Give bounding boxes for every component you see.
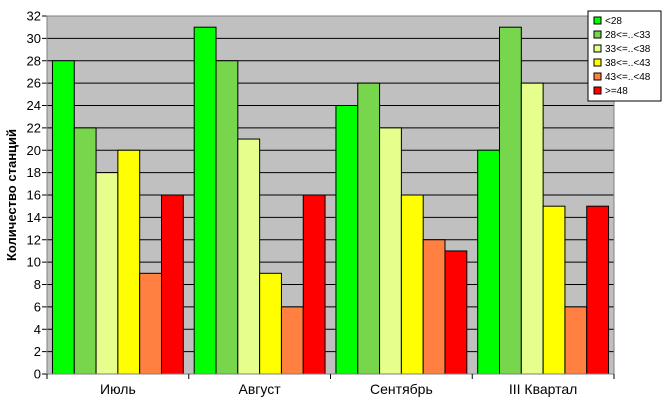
legend-swatch <box>593 30 602 39</box>
y-tick-label: 20 <box>27 143 41 158</box>
y-axis-label: Количество станций <box>4 129 19 261</box>
x-tick-label: Июль <box>100 381 136 397</box>
y-tick-label: 12 <box>27 232 41 247</box>
axes <box>42 15 615 379</box>
bars <box>51 26 610 375</box>
x-tick-labels: Июль Август Сентябрь III Квартал <box>100 381 577 397</box>
y-tick-label: 10 <box>27 255 41 270</box>
y-tick-label: 16 <box>27 188 41 203</box>
legend-label: 28<=..<33 <box>605 30 651 41</box>
legend-swatch <box>593 86 602 95</box>
bar <box>586 205 610 375</box>
bar <box>215 60 239 375</box>
x-tick-label: Сентябрь <box>370 381 433 397</box>
bar <box>73 127 97 375</box>
bar <box>335 105 359 375</box>
legend-swatch <box>593 72 602 81</box>
legend-box <box>587 10 662 102</box>
y-tick-label: 24 <box>27 98 41 113</box>
y-tick-label: 26 <box>27 76 41 91</box>
y-tick-label: 6 <box>34 299 41 314</box>
legend-swatch <box>593 16 602 25</box>
bar <box>193 26 217 375</box>
bar <box>520 82 544 375</box>
y-tick-label: 32 <box>27 9 41 24</box>
bar <box>237 138 261 375</box>
y-tick-label: 2 <box>34 344 41 359</box>
y-tick-label: 22 <box>27 120 41 135</box>
y-tick-label: 8 <box>34 277 41 292</box>
bar <box>564 306 588 375</box>
y-tick-label: 30 <box>27 31 41 46</box>
legend-swatch <box>593 44 602 53</box>
y-tick-label: 28 <box>27 53 41 68</box>
bar <box>542 205 566 375</box>
bar <box>422 239 446 375</box>
bar <box>357 82 381 375</box>
legend-label: <28 <box>605 16 622 27</box>
bar <box>160 194 184 375</box>
bar <box>139 272 162 375</box>
y-tick-label: 14 <box>27 210 41 225</box>
bar <box>499 26 522 375</box>
bar <box>400 194 424 375</box>
y-tick-label: 4 <box>34 322 41 337</box>
legend-label: 33<=..<38 <box>605 44 651 55</box>
bar <box>302 194 326 375</box>
bar <box>51 60 75 375</box>
legend-label: >=48 <box>605 86 628 97</box>
x-tick-label: Август <box>239 381 282 397</box>
y-tick-label: 0 <box>34 367 41 382</box>
legend-label: 38<=..<43 <box>605 58 651 69</box>
legend-label: 43<=..<48 <box>605 72 651 83</box>
legend-swatch <box>593 58 602 67</box>
bar <box>117 149 141 375</box>
y-tick-label: 18 <box>27 165 41 180</box>
bar <box>379 127 402 375</box>
bar <box>280 306 304 375</box>
bar <box>95 172 119 375</box>
legend: <28 28<=..<33 33<=..<38 38<=..<43 43<=..<48 >… <box>587 10 662 102</box>
bar <box>444 250 468 375</box>
bar <box>477 149 501 375</box>
bar <box>259 272 282 375</box>
x-tick-label: III Квартал <box>509 381 577 397</box>
